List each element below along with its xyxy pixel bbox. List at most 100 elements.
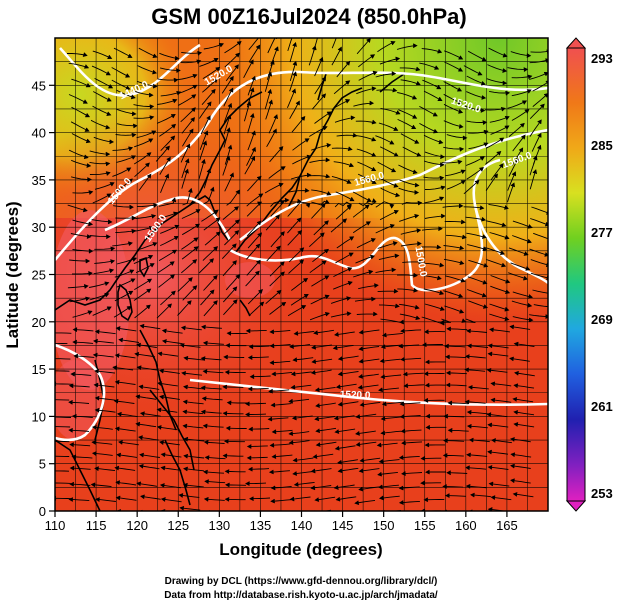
streamline-arrowhead: [371, 296, 376, 302]
streamline-arrowhead: [416, 152, 422, 157]
streamline-arrowhead: [378, 459, 384, 464]
streamline-arrowhead: [442, 484, 447, 489]
streamline-arrowhead: [138, 435, 143, 440]
streamline-arrowhead: [501, 222, 507, 228]
streamline-arrowhead: [152, 242, 158, 247]
streamline-arrowhead: [398, 455, 404, 460]
streamline-arrowhead: [174, 224, 180, 230]
streamline-arrowhead: [378, 484, 383, 490]
streamline-arrowhead: [165, 145, 170, 151]
streamline-arrowhead: [115, 480, 121, 485]
streamline-arrowhead: [91, 440, 97, 445]
streamline-arrowhead: [129, 269, 135, 274]
streamline-arrowhead: [49, 398, 53, 402]
streamline-arrowhead: [412, 169, 418, 175]
streamline-arrowhead: [222, 384, 228, 390]
streamline-arrowhead: [337, 468, 343, 474]
streamline-arrowhead: [489, 327, 494, 333]
streamline-arrowhead: [537, 144, 542, 150]
streamline-arrowhead: [414, 182, 420, 188]
streamline-arrowhead: [203, 439, 209, 445]
streamline-arrowhead: [504, 316, 510, 322]
streamline-arrowhead: [513, 341, 519, 347]
streamline-arrowhead: [399, 401, 405, 407]
streamline-arrowhead: [321, 93, 327, 99]
streamline-arrowhead: [93, 382, 99, 388]
streamline-arrowhead: [69, 465, 75, 471]
streamline-arrowhead: [183, 453, 189, 459]
streamline-arrowhead: [83, 284, 89, 289]
streamline-arrowhead: [445, 354, 450, 360]
streamline-arrowhead: [213, 275, 218, 280]
streamline: [356, 510, 357, 511]
streamline-arrowhead: [228, 514, 232, 518]
streamline-arrowhead: [402, 371, 408, 377]
streamline-arrowhead: [528, 317, 534, 323]
streamline-arrowhead: [291, 88, 297, 94]
x-tick-label: 125: [167, 518, 189, 533]
streamline-arrowhead: [203, 469, 208, 475]
streamline-arrowhead: [234, 206, 239, 211]
streamline-arrowhead: [276, 289, 282, 295]
streamline-arrowhead: [337, 371, 343, 377]
streamline-arrowhead: [480, 108, 486, 113]
map-title: GSM 00Z16Jul2024 (850.0hPa): [151, 4, 467, 29]
streamline-arrowhead: [417, 241, 422, 246]
streamline-arrowhead: [513, 422, 519, 427]
streamline-arrowhead: [106, 193, 112, 198]
streamline-arrowhead: [412, 114, 418, 119]
x-tick-label: 115: [86, 518, 107, 533]
streamline-arrowhead: [83, 154, 89, 160]
streamline-arrowhead: [502, 53, 508, 58]
streamline-arrowhead: [345, 80, 351, 85]
streamline-arrowhead: [359, 402, 365, 407]
streamline-arrowhead: [94, 368, 99, 374]
streamline-arrowhead: [332, 345, 338, 351]
streamline-arrowhead: [85, 113, 91, 118]
streamline-arrowhead: [135, 421, 141, 427]
streamline-arrowhead: [201, 396, 207, 401]
streamline-arrowhead: [378, 387, 383, 393]
streamline-arrowhead: [170, 114, 176, 119]
streamline-arrowhead: [543, 93, 548, 98]
streamline-arrowhead: [201, 324, 206, 330]
streamline-arrowhead: [86, 163, 92, 168]
streamline-arrowhead: [368, 269, 374, 275]
streamline-arrowhead: [51, 415, 55, 419]
streamline-arrowhead: [500, 106, 506, 112]
streamline-arrowhead: [204, 455, 210, 460]
streamline-arrowhead: [439, 196, 445, 201]
streamline-arrowhead: [437, 49, 443, 54]
streamline-arrowhead: [178, 493, 184, 498]
streamline-arrowhead: [152, 69, 158, 75]
streamline-arrowhead: [487, 465, 493, 470]
streamline-arrowhead: [174, 56, 180, 61]
streamline-arrowhead: [166, 156, 171, 162]
streamline-arrowhead: [532, 169, 538, 174]
streamline-arrowhead: [229, 172, 234, 178]
streamline-arrowhead: [458, 203, 464, 209]
streamline-arrowhead: [223, 354, 228, 360]
streamline: [331, 38, 337, 49]
streamline-arrowhead: [399, 414, 405, 419]
streamline-arrowhead: [527, 239, 532, 244]
streamline-arrowhead: [312, 45, 317, 51]
streamline-arrowhead: [192, 74, 198, 79]
streamline-arrowhead: [87, 310, 93, 315]
streamline: [139, 512, 159, 515]
streamline-arrowhead: [346, 311, 352, 316]
streamline-arrowhead: [113, 398, 119, 404]
streamline-arrowhead: [499, 163, 504, 168]
streamline-arrowhead: [213, 78, 218, 83]
streamline-arrowhead: [70, 371, 76, 377]
streamline-arrowhead: [88, 221, 94, 227]
streamline-arrowhead: [292, 471, 298, 476]
credit-line-2: Data from http://database.rish.kyoto-u.a…: [164, 590, 438, 601]
streamline-arrowhead: [196, 59, 202, 64]
streamline-arrowhead: [372, 70, 378, 76]
streamline-arrowhead: [319, 56, 324, 62]
streamline-arrowhead: [466, 452, 471, 458]
streamline-arrowhead: [188, 277, 193, 282]
streamline-arrowhead: [245, 401, 250, 407]
streamline-arrowhead: [337, 512, 341, 516]
